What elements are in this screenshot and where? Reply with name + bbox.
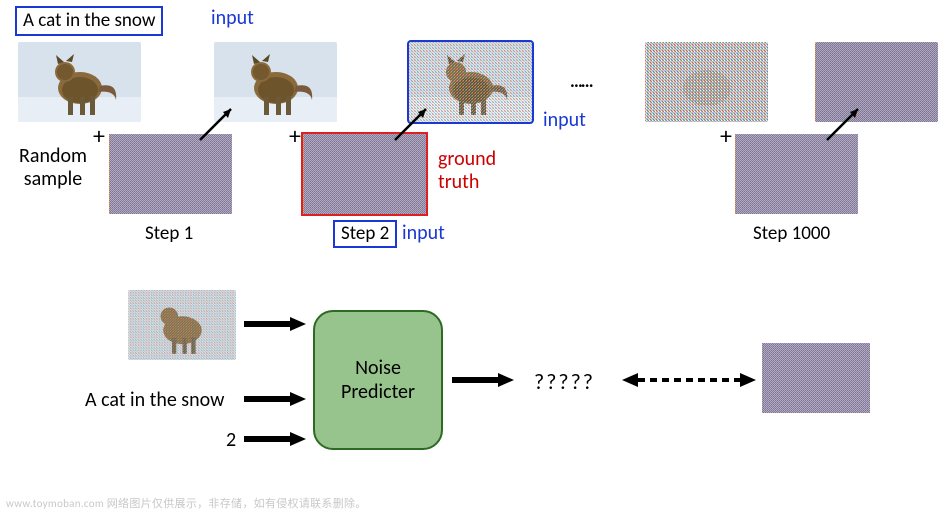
plus-2: +	[289, 122, 301, 151]
arrow-in-image	[244, 317, 306, 331]
caption-input-label: input	[211, 6, 254, 30]
step-2-input-label: input	[402, 221, 445, 245]
watermark: www.toymoban.com 网络图片仅供展示，非存储，如有侵权请联系删除。	[6, 495, 367, 511]
predictor-input-image	[128, 290, 236, 360]
arrow-in-text	[244, 392, 306, 406]
noise-predictor: Noise Predicter	[313, 310, 443, 450]
predictor-input-text: A cat in the snow	[85, 388, 224, 412]
ellipsis-dots: ……	[570, 70, 592, 92]
ground-truth-label: ground truth	[438, 148, 496, 194]
step-1-label: Step 1	[145, 222, 193, 245]
arrow-diag-2	[390, 100, 440, 150]
step-1000-label: Step 1000	[753, 222, 830, 245]
arrow-diag-3	[822, 100, 872, 150]
arrow-in-step	[244, 432, 306, 446]
step-2-box: Step 2	[333, 220, 397, 248]
dashed-double-arrow	[622, 370, 756, 390]
image-noised-near-end	[645, 42, 768, 122]
output-unknown: ?????	[534, 368, 595, 395]
caption-box: A cat in the snow	[15, 6, 163, 36]
random-sample-label: Random sample	[3, 145, 103, 191]
plus-3: +	[720, 122, 732, 151]
target-noise	[762, 343, 870, 413]
arrow-diag-1	[195, 100, 245, 150]
image-clean-1	[18, 42, 141, 122]
arrow-out	[452, 373, 514, 387]
noised-input-label: input	[543, 108, 586, 132]
predictor-input-step: 2	[226, 428, 236, 452]
